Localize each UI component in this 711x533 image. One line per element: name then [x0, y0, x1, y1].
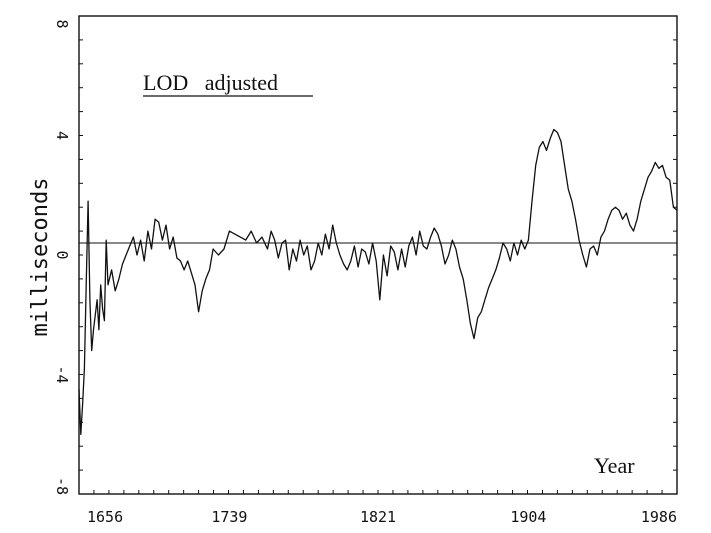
- y-tick-label: -4: [53, 365, 71, 383]
- chart-title: LOD adjusted: [143, 70, 278, 95]
- x-tick-label: 1821: [360, 508, 396, 526]
- y-tick-label: 4: [53, 131, 71, 140]
- tick-marks: [78, 15, 678, 495]
- y-axis-label: milliseconds: [28, 178, 53, 337]
- x-tick-label: 1986: [641, 508, 677, 526]
- x-tick-labels: 1656 1739 1821 1904 1986: [87, 508, 677, 526]
- y-tick-label: -8: [53, 477, 71, 495]
- series-group: [78, 128, 678, 435]
- series-line: [78, 128, 678, 435]
- x-tick-label: 1739: [211, 508, 247, 526]
- x-tick-label: 1904: [510, 508, 546, 526]
- x-axis-label: Year: [594, 453, 635, 478]
- y-tick-label: 8: [53, 19, 71, 28]
- y-tick-labels: -8 -4 0 4 8: [53, 19, 71, 495]
- y-tick-label: 0: [53, 250, 71, 259]
- x-tick-label: 1656: [87, 508, 123, 526]
